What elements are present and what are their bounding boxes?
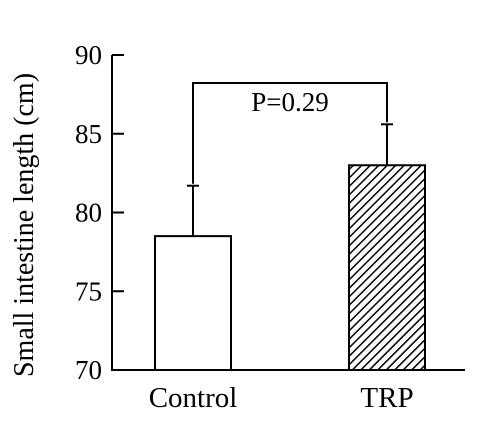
x-category-label: Control <box>149 382 238 414</box>
significance-bracket <box>192 82 388 184</box>
y-ticks: 70 75 80 85 90 <box>75 40 124 385</box>
bars <box>154 164 426 371</box>
error-bars <box>187 123 393 237</box>
bar-trp <box>348 164 426 371</box>
y-tick-label: 75 <box>75 276 102 306</box>
p-value-annotation: P=0.29 <box>251 87 329 117</box>
y-axis-label: Small intestine length (cm) <box>9 73 40 377</box>
bar-control <box>154 235 232 371</box>
y-tick-label: 80 <box>75 198 102 228</box>
y-tick-label: 70 <box>75 355 102 385</box>
y-tick-label: 90 <box>75 40 102 70</box>
x-category-label: TRP <box>360 382 413 414</box>
y-tick-label: 85 <box>75 119 102 149</box>
category-labels: Control TRP <box>149 382 414 414</box>
